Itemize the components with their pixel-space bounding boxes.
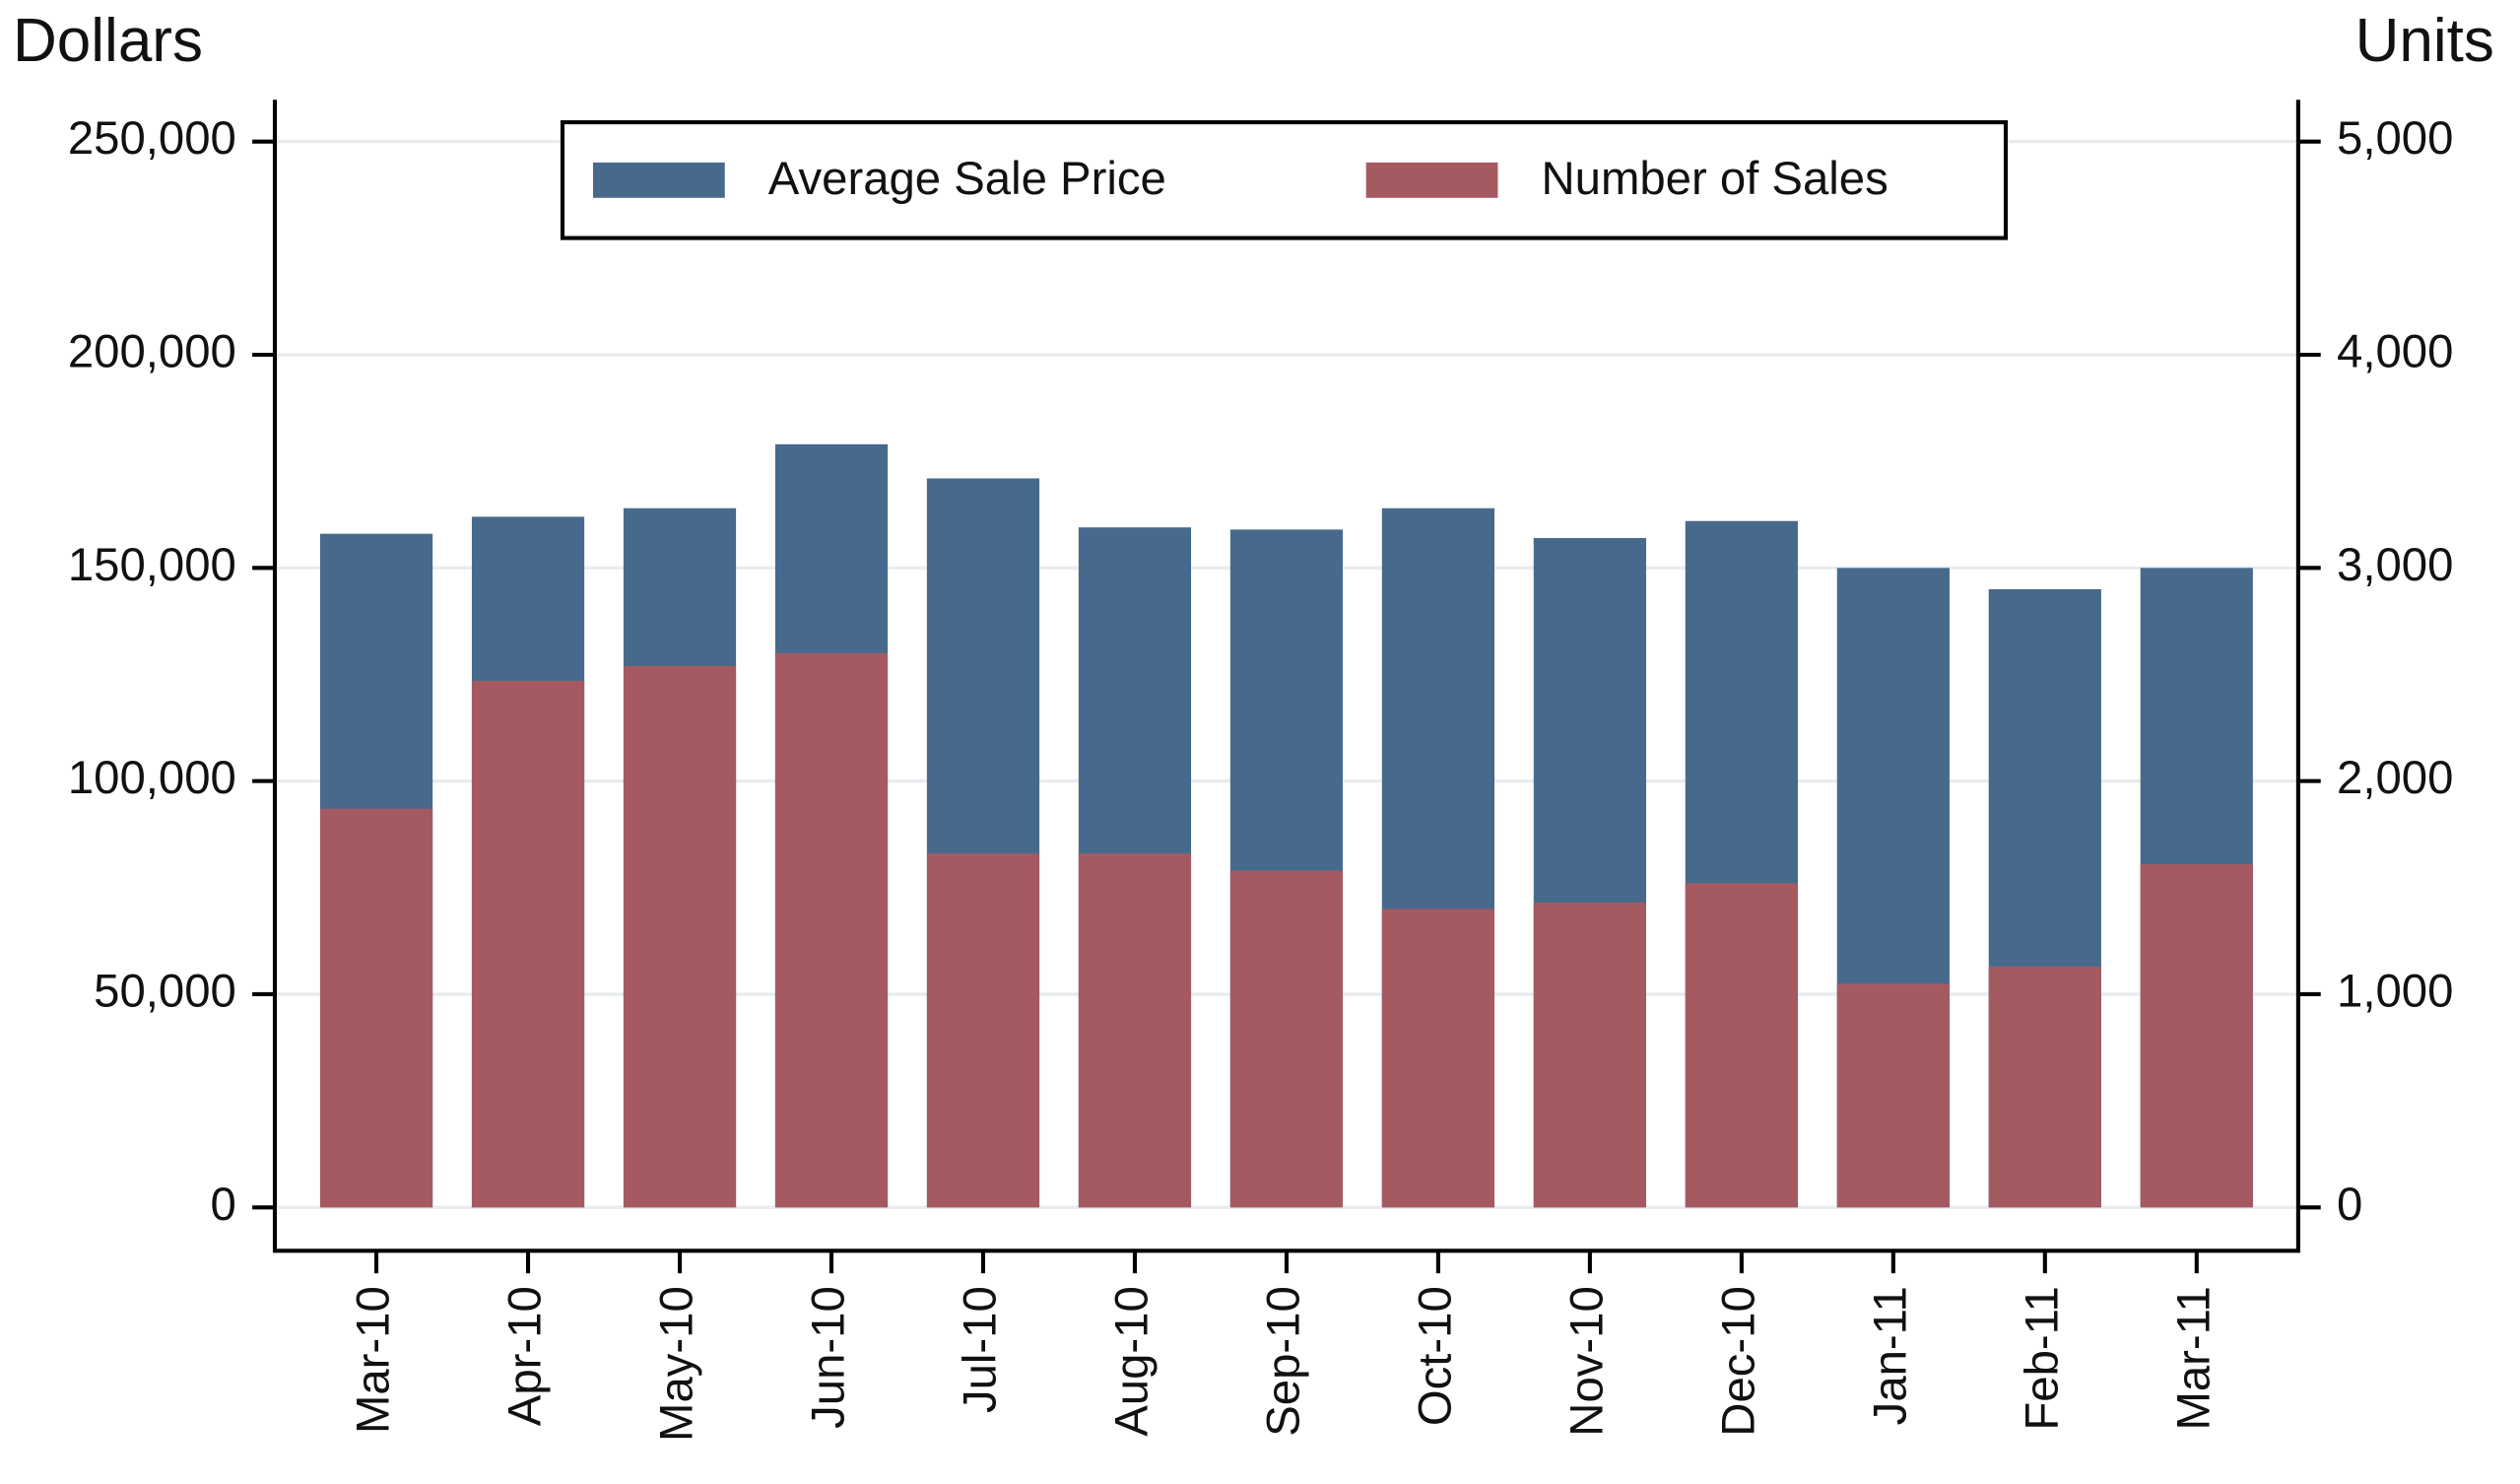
bar (926, 853, 1040, 1208)
bar (319, 808, 433, 1208)
y2-axis-title: Units (2355, 7, 2494, 75)
y-tick-label: 150,000 (68, 539, 236, 591)
legend-label: Average Sale Price (768, 153, 1166, 205)
y-axis-title: Dollars (13, 7, 203, 75)
y-tick-label: 50,000 (94, 965, 236, 1017)
legend-swatch (592, 162, 725, 198)
x-tick-label: Jan-11 (1864, 1286, 1916, 1425)
bar (1078, 853, 1192, 1208)
x-tick-label: Jun-10 (802, 1286, 854, 1429)
bar (1381, 909, 1494, 1208)
x-tick-label: May-10 (651, 1286, 703, 1442)
y2-tick-label: 4,000 (2337, 326, 2453, 378)
y2-tick-label: 5,000 (2337, 112, 2453, 165)
bar (1229, 870, 1344, 1208)
x-tick-label: Oct-10 (1409, 1286, 1461, 1426)
legend (560, 120, 2008, 240)
bars (319, 443, 2253, 1208)
y-tick-label: 200,000 (68, 326, 236, 378)
y2-tick-label: 0 (2337, 1179, 2362, 1231)
x-tick-label: Sep-10 (1257, 1286, 1309, 1437)
x-tick-label: Mar-11 (2167, 1286, 2220, 1430)
y2-tick-label: 2,000 (2337, 752, 2453, 804)
bar (1533, 902, 1646, 1208)
x-tick-label: Apr-10 (499, 1286, 552, 1426)
x-tick-label: Jul-10 (954, 1286, 1006, 1413)
bar (1988, 966, 2101, 1208)
legend-swatch (1365, 162, 1498, 198)
bar (1685, 883, 1798, 1208)
x-tick-label: Mar-10 (348, 1286, 400, 1434)
y2-tick-label: 1,000 (2337, 965, 2453, 1017)
bar (774, 652, 889, 1208)
labels: 0 50,000 100,000 150,000 200,000 250,000 0 1,00… (68, 112, 2454, 1442)
y-tick-label: 0 (210, 1179, 235, 1231)
x-tick-label: Nov-10 (1560, 1286, 1613, 1436)
legend-label: Number of Sales (1541, 153, 1888, 205)
x-tick-label: Aug-10 (1105, 1286, 1158, 1437)
bar (623, 665, 737, 1208)
x-tick-label: Feb-11 (2016, 1286, 2068, 1430)
bar (2140, 864, 2253, 1208)
y2-tick-label: 3,000 (2337, 539, 2453, 591)
bar (1836, 983, 1950, 1208)
y-tick-label: 100,000 (68, 752, 236, 804)
y-tick-label: 250,000 (68, 112, 236, 165)
bar (471, 680, 585, 1208)
x-tick-label: Dec-10 (1712, 1286, 1764, 1436)
